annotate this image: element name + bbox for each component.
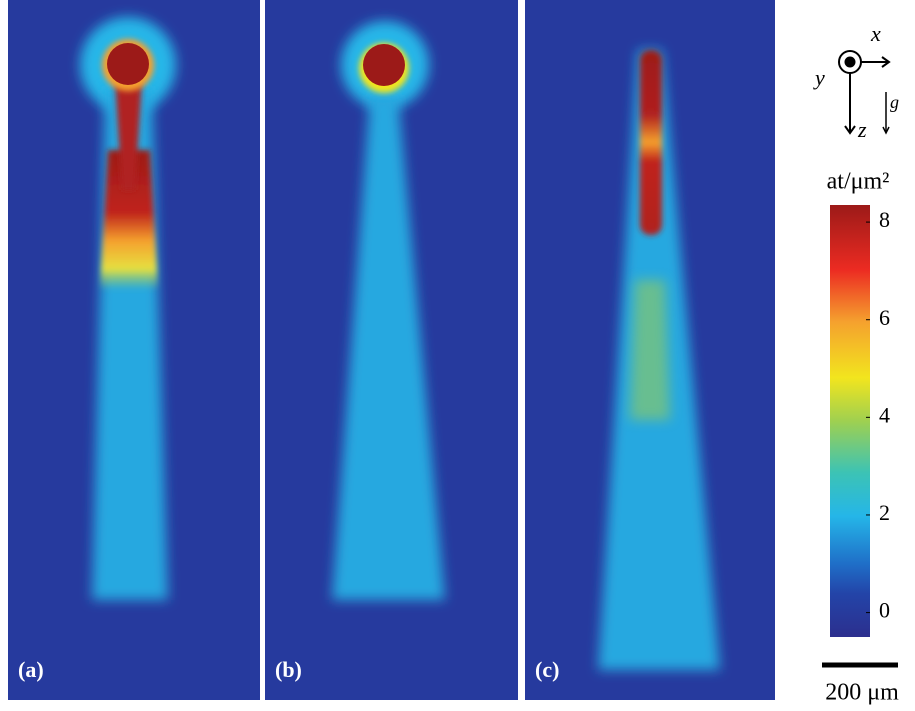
colorbar-tick-label: 8: [879, 207, 890, 232]
panel-a: [8, 0, 260, 700]
colorbar-tick-label: 0: [879, 598, 890, 623]
panel-label: (a): [18, 657, 44, 682]
panel-label: (c): [535, 657, 559, 682]
axis-label: y: [813, 65, 825, 90]
scale-bar-label: 200 μm: [825, 680, 899, 706]
panel-label: (b): [275, 657, 302, 682]
panel-b: [265, 0, 518, 700]
axis-label: x: [870, 21, 881, 46]
coordinate-icon: [838, 50, 891, 135]
axis-label: z: [857, 117, 867, 142]
colorbar-tick-label: 2: [879, 500, 890, 525]
colorbar-tick-label: 6: [879, 305, 890, 330]
colorbar-tick-label: 4: [879, 402, 890, 427]
colorbar-title: at/μm²: [827, 169, 890, 195]
panel-c: [525, 0, 775, 700]
gravity-label: g⃗: [890, 92, 913, 112]
colorbar: [830, 205, 870, 637]
